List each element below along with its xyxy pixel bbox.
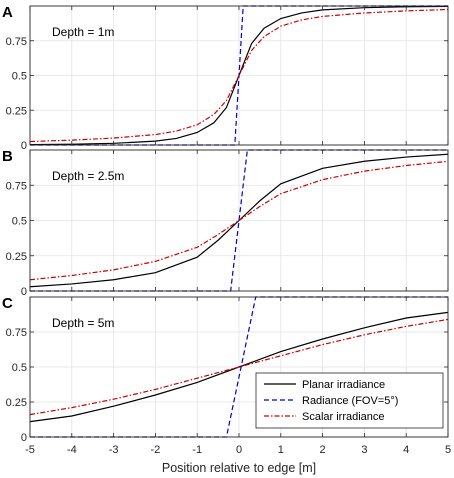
x-tick-label: 0 (236, 444, 242, 456)
panel-c: 0 0.25 0.5 0.75 -5 -4 -3 -2 -1 0 1 2 3 4 5 C Depth = 5m P… (2, 295, 451, 475)
panel-label: C (2, 295, 13, 312)
x-tick-label: 3 (361, 444, 367, 456)
legend-box (255, 372, 444, 429)
panel-b: 0 0.25 0.5 0.75 B Depth = 2.5m (2, 148, 449, 298)
depth-annotation: Depth = 2.5m (52, 169, 124, 183)
x-axis-label: Position relative to edge [m] (162, 461, 316, 475)
y-tick-label: 0.5 (12, 362, 27, 374)
x-tick-label: 1 (278, 444, 284, 456)
y-tick-label: 0 (21, 140, 27, 152)
x-tick-label: -1 (192, 444, 202, 456)
x-tick-label: -4 (67, 444, 77, 456)
x-tick-label: -3 (109, 444, 119, 456)
depth-annotation: Depth = 1m (52, 25, 114, 39)
y-tick-label: 0.75 (6, 36, 27, 48)
y-tick-label: 0.75 (6, 327, 27, 339)
depth-annotation: Depth = 5m (52, 316, 114, 330)
series-line-scalar (29, 8, 449, 143)
panel-a: 0 0.25 0.5 0.75 A Depth = 1m (2, 4, 449, 152)
y-tick-label: 0.25 (6, 397, 27, 409)
legend: Planar irradiance Radiance (FOV=5°) Scalar… (255, 372, 444, 429)
series-line-scalar (29, 160, 449, 281)
legend-label: Planar irradiance (302, 379, 385, 391)
y-tick-label: 0 (21, 432, 27, 444)
x-tick-label: 2 (320, 444, 326, 456)
y-tick-label: 0.5 (12, 71, 27, 83)
panel-label: B (2, 148, 13, 165)
y-tick-label: 0.25 (6, 105, 27, 117)
panel-label: A (2, 4, 13, 21)
x-tick-label: -2 (151, 444, 161, 456)
x-tick-label: -5 (25, 444, 35, 456)
y-tick-label: 0.75 (6, 180, 27, 192)
y-tick-label: 0.5 (12, 216, 27, 228)
x-tick-label: 5 (445, 444, 451, 456)
x-tick-label: 4 (403, 444, 409, 456)
series-line-scalar (29, 318, 449, 416)
y-tick-label: 0 (21, 286, 27, 298)
legend-label: Radiance (FOV=5°) (302, 395, 398, 407)
y-tick-label: 0.25 (6, 251, 27, 263)
legend-label: Scalar irradiance (302, 411, 385, 423)
